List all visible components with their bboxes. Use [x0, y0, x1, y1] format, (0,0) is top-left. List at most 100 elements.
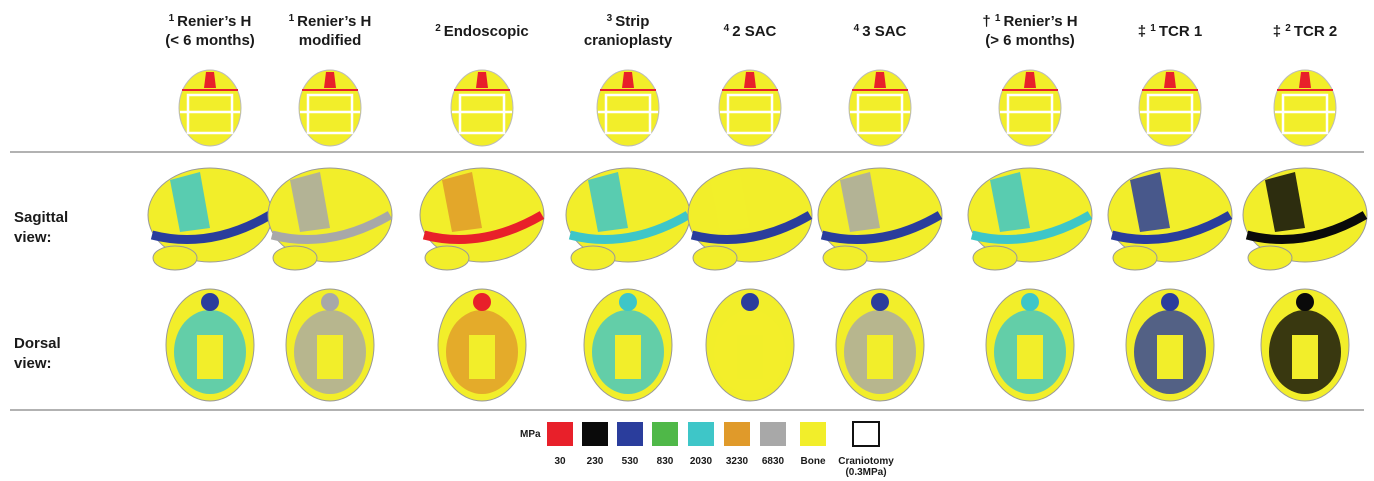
stress-band [270, 211, 393, 244]
face [570, 245, 616, 271]
column-superscript: 1 [1150, 23, 1156, 34]
face [1112, 245, 1158, 271]
craniotomy-area [737, 335, 763, 379]
craniotomy-area [1292, 335, 1318, 379]
column-title: ‡ 1 TCR 1 [1138, 23, 1202, 40]
stress-patch [1265, 172, 1305, 232]
face [272, 245, 318, 271]
legend-swatch [760, 422, 786, 446]
column-title: 1 Renier’s H [289, 13, 372, 30]
craniotomy-area [197, 335, 223, 379]
column-mark: ‡ [1138, 23, 1146, 40]
row-label: Dorsal [14, 335, 61, 352]
face [1247, 245, 1293, 271]
column-title: 2 Endoscopic [435, 23, 529, 40]
column-superscript: 3 [607, 13, 613, 24]
column-title-line: Renier’s H [1003, 13, 1077, 30]
legend-label: 2030 [690, 456, 713, 467]
column-title-line: Renier’s H [177, 13, 251, 30]
legend-label: Bone [801, 456, 826, 467]
column-superscript: 4 [724, 23, 730, 34]
legend-label: Craniotomy [838, 456, 894, 467]
legend-label: 6830 [762, 456, 785, 467]
column-title: 3 Strip [607, 13, 650, 30]
column-title: 1 Renier’s H [169, 13, 252, 30]
craniotomy-area [1157, 335, 1183, 379]
fontanel [871, 293, 889, 311]
legend-swatch [582, 422, 608, 446]
column-superscript: 1 [995, 13, 1001, 24]
suture [476, 72, 488, 88]
legend-swatch [617, 422, 643, 446]
column-title-line: modified [299, 32, 362, 49]
stress-band [1245, 211, 1368, 244]
stress-patch [588, 172, 628, 232]
column-title-line: Renier’s H [297, 13, 371, 30]
column-superscript: 2 [435, 23, 441, 34]
suture [744, 72, 756, 88]
craniotomy-area [1017, 335, 1043, 379]
row-label: view: [14, 355, 52, 372]
stress-band [150, 211, 273, 244]
column-title-line: Endoscopic [444, 23, 529, 40]
column-superscript: 2 [1285, 23, 1291, 34]
column-superscript: 1 [289, 13, 295, 24]
craniotomy-area [317, 335, 343, 379]
suture [1299, 72, 1311, 88]
fontanel [619, 293, 637, 311]
craniotomy-area [867, 335, 893, 379]
column-title-line: 2 SAC [732, 23, 776, 40]
legend-label: (0.3MPa) [845, 467, 886, 478]
column-title-line: 3 SAC [862, 23, 906, 40]
stress-band [820, 211, 943, 244]
suture [324, 72, 336, 88]
craniotomy [1281, 93, 1329, 135]
face [822, 245, 868, 271]
legend-label: 230 [587, 456, 604, 467]
fontanel [741, 293, 759, 311]
face [972, 245, 1018, 271]
legend-swatch [852, 421, 880, 447]
suture [1164, 72, 1176, 88]
column-title-line: Strip [615, 13, 649, 30]
fontanel [1296, 293, 1314, 311]
stress-band [422, 211, 545, 244]
column-mark: ‡ [1273, 23, 1281, 40]
stress-patch [990, 172, 1030, 232]
craniotomy [1146, 93, 1194, 135]
column-title-line: TCR 1 [1159, 23, 1202, 40]
stress-patch [1130, 172, 1170, 232]
craniotomy [458, 93, 506, 135]
stress-patch [290, 172, 330, 232]
craniotomy [726, 93, 774, 135]
craniotomy [604, 93, 652, 135]
face [424, 245, 470, 271]
legend-swatch [688, 422, 714, 446]
suture [874, 72, 886, 88]
column-superscript: 1 [169, 13, 175, 24]
fontanel [1021, 293, 1039, 311]
row-label: Sagittal [14, 209, 68, 226]
row-label: view: [14, 229, 52, 246]
legend-unit: MPa [520, 429, 541, 440]
suture [1024, 72, 1036, 88]
column-title-line: (> 6 months) [985, 32, 1075, 49]
stress-band [1110, 211, 1233, 244]
column-title: ‡ 2 TCR 2 [1273, 23, 1337, 40]
fontanel [473, 293, 491, 311]
legend-swatch [724, 422, 750, 446]
legend-label: 30 [554, 456, 566, 467]
legend-swatch [800, 422, 826, 446]
column-title-line: (< 6 months) [165, 32, 255, 49]
legend-swatch [652, 422, 678, 446]
craniotomy [306, 93, 354, 135]
legend-label: 530 [622, 456, 639, 467]
fontanel [321, 293, 339, 311]
craniotomy [856, 93, 904, 135]
stress-patch [840, 172, 880, 232]
column-superscript: 4 [854, 23, 860, 34]
column-title-line: cranioplasty [584, 32, 673, 49]
column-mark: † [982, 13, 990, 30]
